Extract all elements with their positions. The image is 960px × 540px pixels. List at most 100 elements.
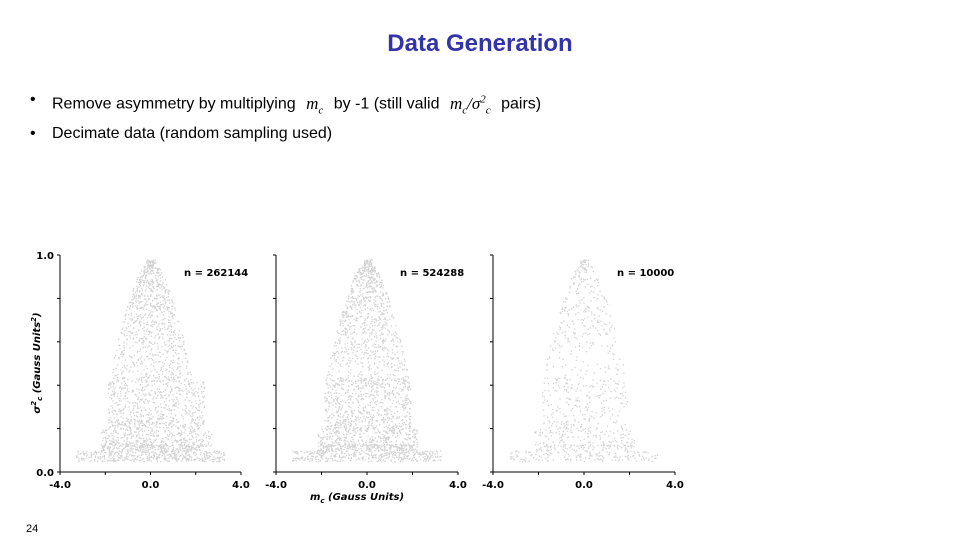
- scatter-point: [168, 316, 170, 318]
- scatter-point: [147, 450, 149, 452]
- scatter-point: [326, 447, 329, 449]
- scatter-point: [390, 446, 392, 448]
- scatter-point: [162, 286, 164, 288]
- scatter-point: [346, 448, 348, 450]
- scatter-point: [167, 460, 169, 462]
- scatter-point: [326, 410, 328, 413]
- scatter-point: [178, 357, 181, 359]
- scatter-point: [371, 440, 373, 442]
- scatter-point: [344, 439, 346, 441]
- scatter-point: [193, 441, 195, 444]
- scatter-point: [113, 382, 115, 384]
- scatter-point: [341, 451, 343, 453]
- scatter-point: [185, 353, 188, 355]
- scatter-point: [365, 411, 368, 413]
- scatter-point: [172, 417, 174, 419]
- scatter-point: [354, 297, 356, 300]
- scatter-point: [158, 337, 160, 340]
- scatter-point: [183, 349, 186, 351]
- scatter-point: [123, 345, 125, 347]
- scatter-point: [589, 347, 591, 349]
- scatter-point: [344, 436, 346, 439]
- scatter-point: [170, 455, 173, 457]
- scatter-point: [156, 305, 158, 307]
- scatter-point: [440, 450, 442, 452]
- scatter-point: [198, 445, 200, 447]
- scatter-point: [338, 425, 340, 427]
- scatter-point: [401, 420, 403, 422]
- scatter-point: [388, 392, 391, 394]
- scatter-point: [142, 337, 144, 340]
- scatter-point: [157, 395, 159, 397]
- scatter-point: [396, 346, 399, 348]
- scatter-point: [355, 423, 357, 425]
- scatter-point: [176, 421, 178, 424]
- scatter-point: [134, 321, 136, 323]
- scatter-point: [399, 448, 401, 450]
- scatter-point: [148, 284, 150, 286]
- scatter-point: [389, 447, 391, 449]
- scatter-point: [139, 282, 141, 284]
- scatter-point: [144, 379, 147, 381]
- scatter-point: [347, 298, 350, 300]
- scatter-point: [426, 457, 429, 460]
- scatter-point: [77, 453, 79, 455]
- scatter-point: [368, 265, 370, 268]
- scatter-point: [162, 333, 164, 335]
- scatter-point: [142, 447, 144, 449]
- scatter-point: [140, 410, 142, 412]
- scatter-point: [420, 454, 422, 456]
- scatter-point: [144, 395, 146, 397]
- scatter-point: [405, 432, 407, 434]
- scatter-point: [138, 388, 140, 391]
- scatter-point: [164, 450, 166, 452]
- scatter-point: [122, 366, 124, 369]
- scatter-point: [142, 440, 145, 442]
- scatter-point: [170, 374, 172, 376]
- scatter-point: [149, 341, 151, 343]
- scatter-point: [120, 416, 122, 418]
- scatter-point: [133, 354, 135, 357]
- scatter-point: [119, 386, 121, 388]
- scatter-point: [359, 316, 361, 318]
- scatter-point: [182, 418, 184, 420]
- scatter-point: [121, 421, 123, 423]
- scatter-point: [393, 386, 395, 389]
- scatter-point: [385, 338, 387, 340]
- scatter-point: [369, 291, 372, 293]
- scatter-point: [372, 455, 374, 457]
- scatter-point: [605, 299, 607, 302]
- scatter-point: [353, 303, 355, 305]
- scatter-point: [328, 443, 330, 445]
- scatter-point: [377, 272, 380, 274]
- scatter-point: [356, 301, 358, 304]
- scatter-point: [602, 448, 604, 450]
- scatter-point: [164, 359, 167, 361]
- scatter-point: [334, 427, 336, 429]
- scatter-point: [376, 284, 378, 286]
- scatter-point: [161, 361, 164, 364]
- scatter-point: [163, 414, 165, 416]
- scatter-point: [136, 404, 138, 406]
- scatter-point: [160, 422, 162, 425]
- scatter-point: [381, 303, 383, 305]
- scatter-point: [171, 343, 173, 345]
- scatter-point: [387, 443, 389, 446]
- scatter-point: [381, 340, 383, 342]
- scatter-point: [396, 444, 398, 446]
- scatter-point: [178, 426, 180, 429]
- scatter-point: [353, 318, 355, 320]
- scatter-point: [151, 284, 153, 286]
- scatter-point: [351, 315, 354, 318]
- scatter-point: [339, 460, 341, 463]
- scatter-point: [345, 410, 347, 412]
- scatter-point: [634, 457, 636, 459]
- scatter-point: [150, 363, 152, 366]
- scatter-point: [177, 458, 179, 460]
- scatter-point: [115, 413, 118, 416]
- scatter-point: [153, 439, 155, 441]
- scatter-point: [591, 311, 593, 313]
- scatter-point: [413, 441, 416, 443]
- scatter-point: [382, 324, 385, 326]
- scatter-point: [172, 442, 174, 444]
